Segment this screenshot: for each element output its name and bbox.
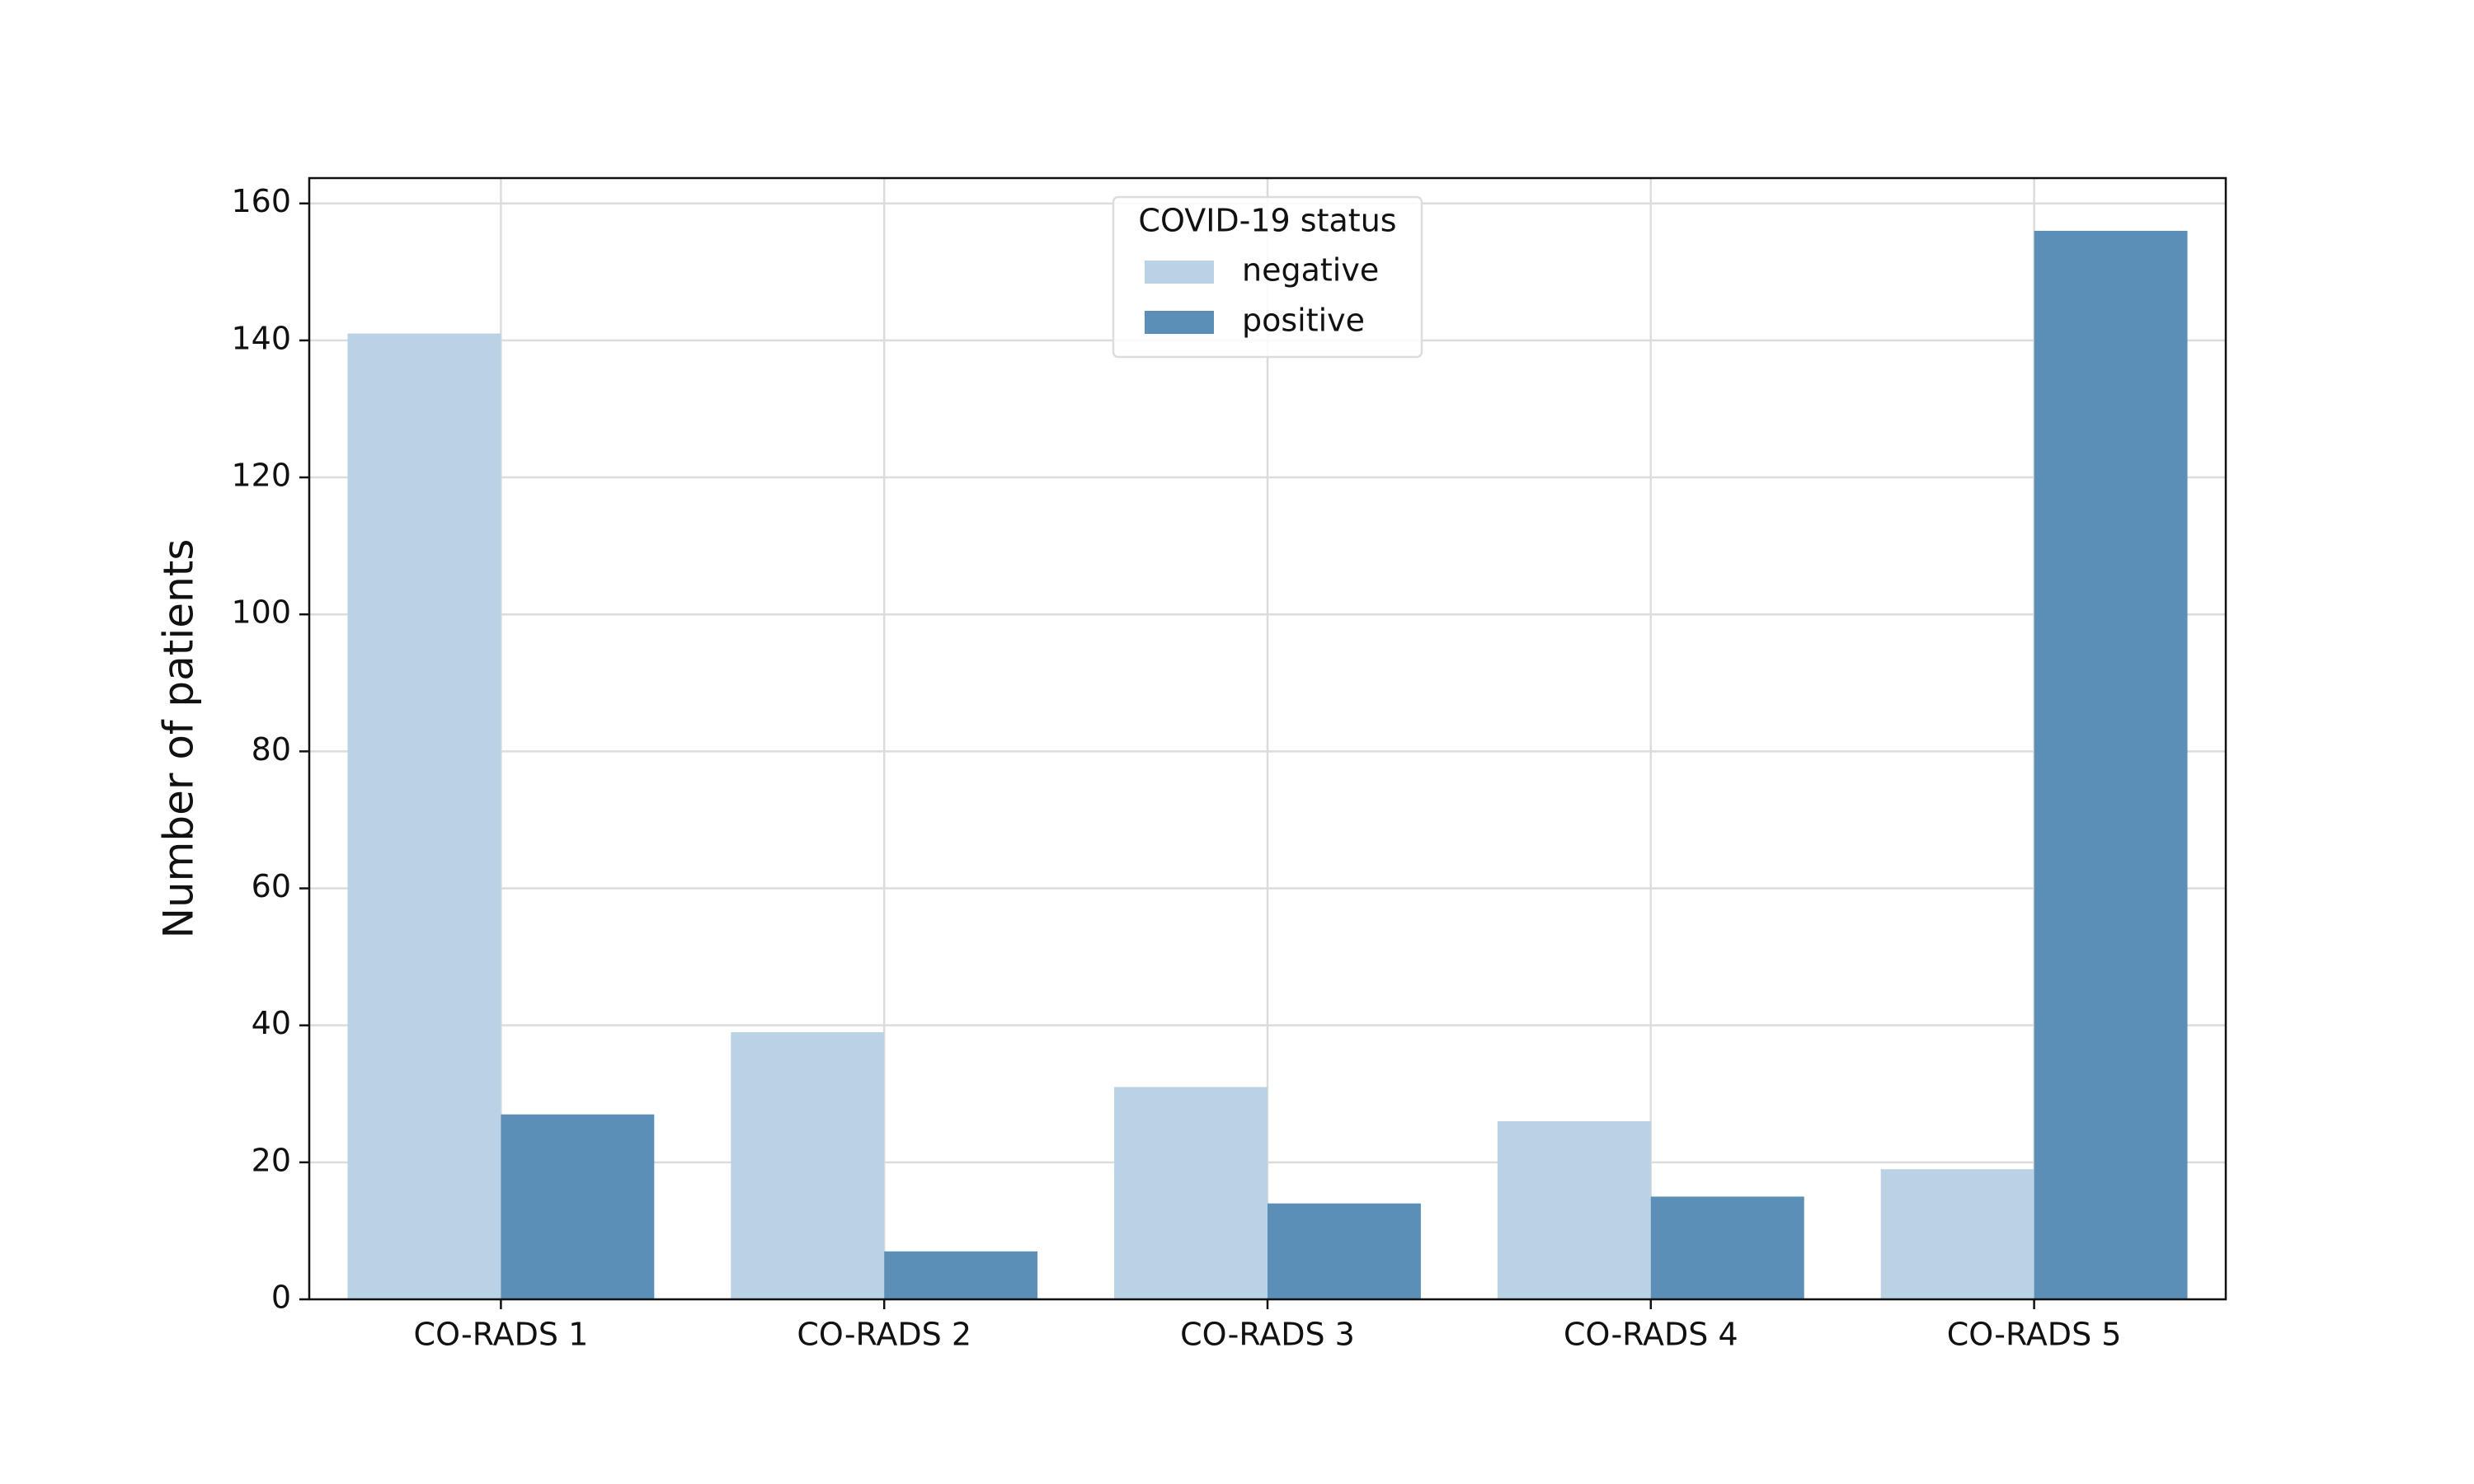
bar: [731, 1031, 885, 1299]
y-tick-label: 100: [231, 594, 291, 631]
bar: [1650, 1196, 1804, 1299]
bars: [347, 230, 2188, 1299]
y-axis-label: Number of patients: [155, 539, 203, 939]
legend-swatch: [1145, 311, 1214, 334]
y-tick-label: 40: [252, 1005, 291, 1041]
x-tick-label: CO-RADS 2: [797, 1317, 971, 1353]
x-tick-label: CO-RADS 4: [1564, 1317, 1738, 1353]
legend-swatch: [1145, 261, 1214, 284]
y-tick-label: 140: [231, 320, 291, 356]
y-tick-label: 0: [271, 1280, 291, 1316]
legend-label: positive: [1242, 303, 1365, 339]
bar: [1497, 1120, 1651, 1299]
legend-title: COVID-19 status: [1138, 203, 1396, 239]
bar: [501, 1114, 655, 1299]
bar: [347, 333, 501, 1299]
y-tick-label: 80: [252, 731, 291, 768]
y-tick-label: 160: [231, 183, 291, 219]
y-tick-label: 20: [252, 1142, 291, 1178]
x-tick-label: CO-RADS 1: [414, 1317, 589, 1353]
bar: [1880, 1169, 2034, 1299]
y-tick-label: 60: [252, 868, 291, 904]
y-tick-label: 120: [231, 458, 291, 494]
bar: [1268, 1203, 1421, 1299]
legend: COVID-19 status negative positive: [1112, 195, 1423, 359]
bar: [1114, 1087, 1268, 1299]
legend-label: negative: [1242, 252, 1379, 289]
x-tick-label: CO-RADS 5: [1947, 1317, 2122, 1353]
bar: [2034, 230, 2188, 1299]
x-tick-label: CO-RADS 3: [1180, 1317, 1355, 1353]
bar: [884, 1251, 1038, 1299]
